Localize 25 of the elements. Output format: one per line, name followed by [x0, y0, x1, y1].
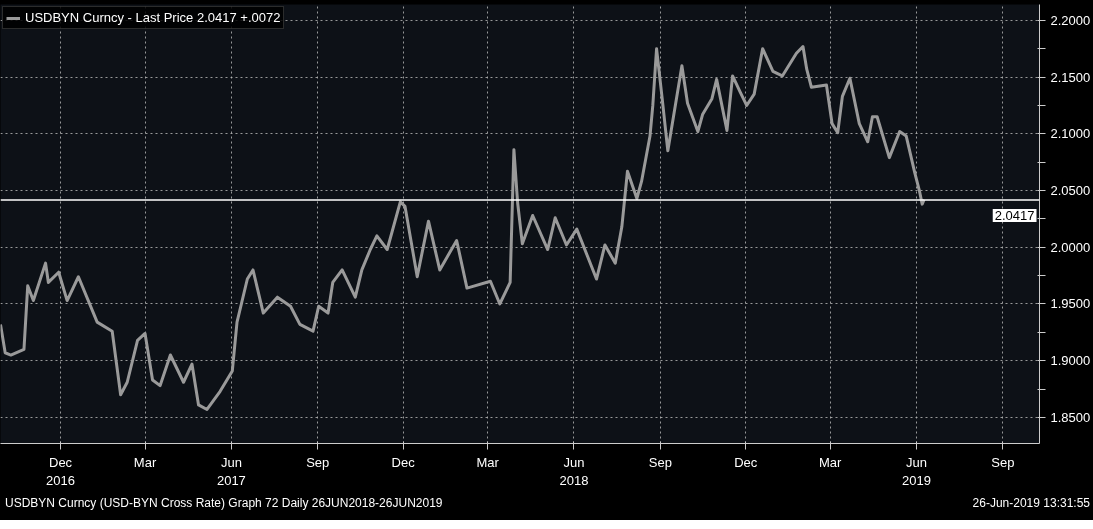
x-tick-label: Dec 2016: [46, 454, 76, 488]
x-tick-label: Jun 2017: [216, 454, 246, 488]
x-tick-label: Dec: [734, 454, 758, 470]
x-tick-label: Mar: [819, 454, 843, 470]
x-tick-label: Jun 2018: [559, 454, 589, 488]
y-tick-label: 2.1500: [1050, 69, 1091, 85]
x-tick-label: Mar: [133, 454, 157, 470]
x-tick-label: Sep: [991, 454, 1015, 470]
x-tick-label: Mar: [476, 454, 500, 470]
y-tick-label: 2.1000: [1050, 126, 1091, 142]
y-tick-label: 2.0000: [1050, 239, 1091, 255]
text: USDBYN Curncy (USD-BYN Cross Rate) Graph 72 Daily 26JUN2018-26JUN2019: [5, 495, 443, 512]
line-series: [0, 44, 926, 411]
x-tick-label: Dec: [391, 454, 416, 470]
legend-label: USDBYN Curncy - Last Price 2.0417 +.0072: [25, 10, 281, 25]
y-tick-label: 2.2000: [1050, 12, 1091, 28]
x-tick-label: Sep: [648, 454, 672, 470]
y-tick-label: 2.0500: [1050, 183, 1091, 199]
text: 26-Jun-2019 13:31:55: [972, 495, 1090, 512]
y-tick-label: 1.8500: [1050, 409, 1091, 425]
y-tick-label: 1.9000: [1050, 353, 1091, 369]
x-tick-label: Sep: [306, 454, 330, 470]
x-tick-label: Jun 2019: [902, 454, 932, 488]
ref-line-label: 2.0417: [994, 207, 1035, 223]
y-tick-label: 1.9500: [1050, 296, 1091, 312]
